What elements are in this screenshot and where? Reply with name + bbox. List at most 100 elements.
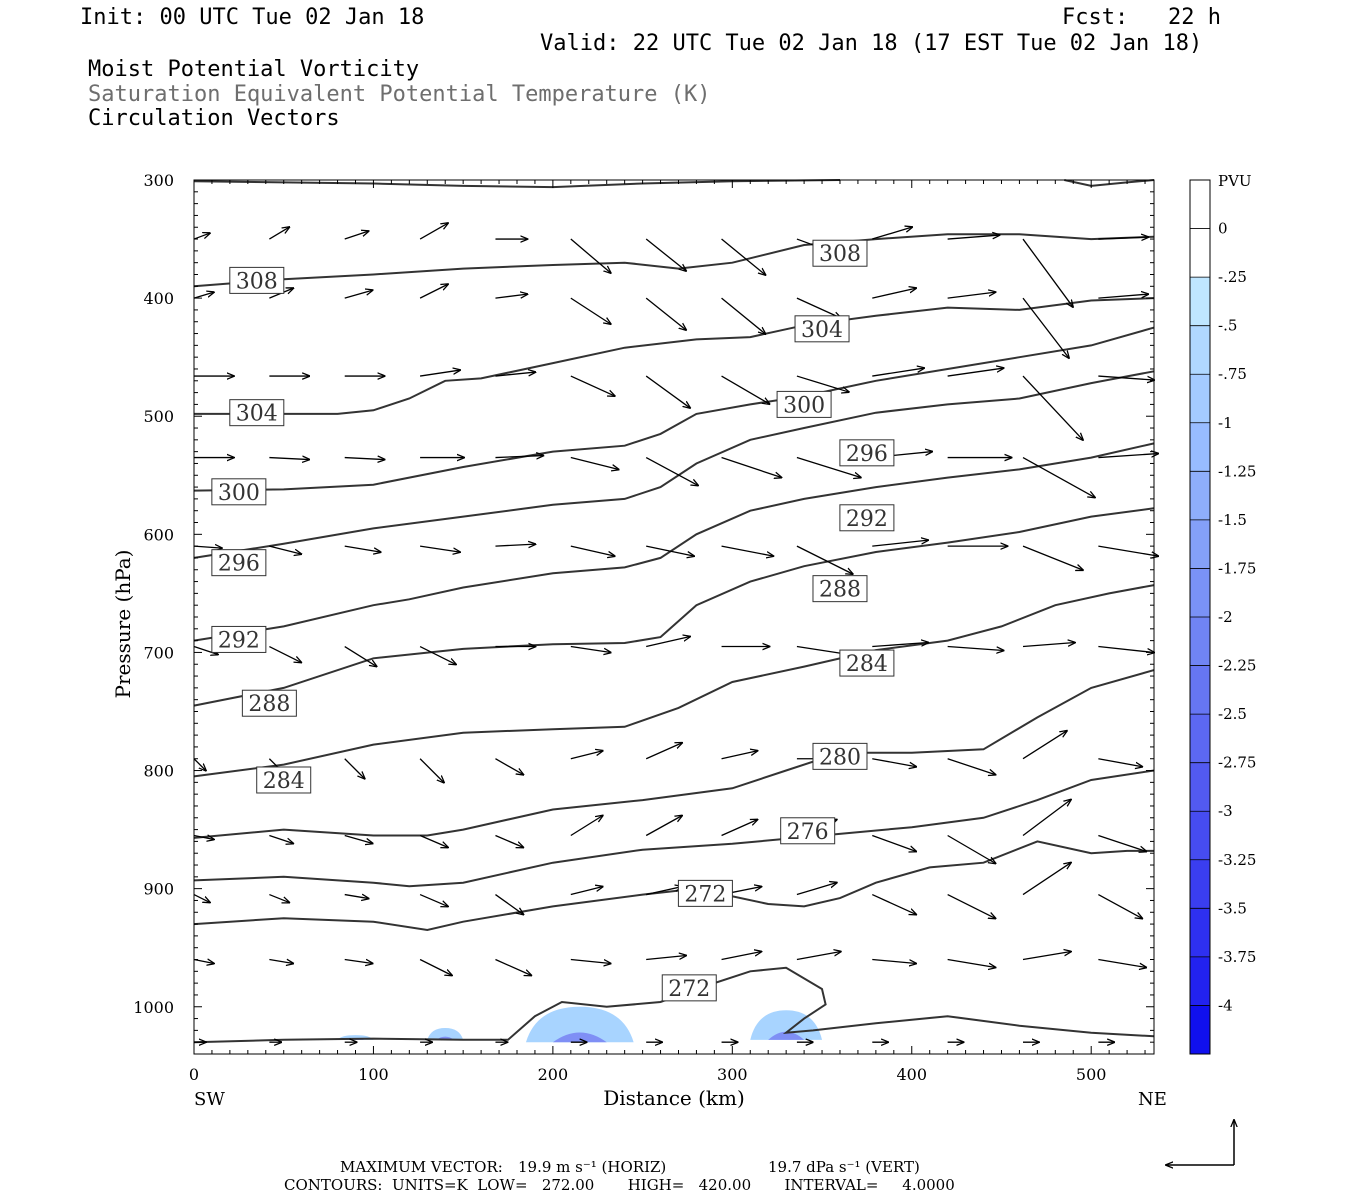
circulation-vector xyxy=(1098,758,1142,767)
circulation-vector xyxy=(872,227,912,240)
circulation-vector xyxy=(419,958,452,976)
circulation-vector xyxy=(495,544,535,546)
colorbar-tick-label: -2 xyxy=(1218,608,1233,626)
circulation-vector xyxy=(947,758,996,775)
circulation-vector xyxy=(344,458,385,460)
circulation-vector xyxy=(646,637,690,648)
circulation-vector xyxy=(721,952,762,961)
circulation-vector xyxy=(1022,731,1067,760)
circulation-vector xyxy=(269,227,289,240)
circulation-vector xyxy=(947,893,996,919)
colorbar-swatch xyxy=(1190,956,1210,1006)
pv-region-inner xyxy=(552,1032,607,1043)
contour-label: 304 xyxy=(236,402,278,427)
circulation-vector xyxy=(495,294,527,299)
colorbar-swatch xyxy=(1190,228,1210,278)
y-tick-label: 800 xyxy=(143,762,174,781)
circulation-vector xyxy=(570,751,603,760)
colorbar-tick-label: -3.5 xyxy=(1218,899,1247,917)
theta-contour xyxy=(193,769,1155,888)
circulation-vector xyxy=(570,297,611,324)
circulation-vector xyxy=(1022,375,1083,440)
x-tick-label: 500 xyxy=(1076,1065,1107,1084)
colorbar-swatch xyxy=(1190,180,1210,230)
circulation-vector xyxy=(269,960,293,964)
contour-label-box xyxy=(661,974,717,1002)
colorbar-swatch xyxy=(1190,374,1210,424)
circulation-vector xyxy=(721,820,758,837)
circulation-vector xyxy=(344,960,373,964)
contour-label-box xyxy=(839,649,895,677)
circulation-vector xyxy=(645,816,682,837)
contour-label-box xyxy=(839,439,895,467)
colorbar-swatch xyxy=(1190,471,1210,521)
contour-label: 300 xyxy=(218,481,260,506)
contour-label: 288 xyxy=(819,578,861,603)
x-axis-title: Distance (km) xyxy=(603,1086,745,1110)
theta-contour xyxy=(193,966,1155,1044)
colorbar-swatch xyxy=(1190,422,1210,472)
circulation-vector xyxy=(344,895,369,899)
circulation-vector xyxy=(344,545,381,552)
theta-contour xyxy=(1064,179,1155,187)
colorbar-tick-label: -1.75 xyxy=(1218,559,1256,577)
forecast-hour: Fcst: 22 h xyxy=(1062,5,1221,30)
circulation-vector xyxy=(1022,456,1095,498)
circulation-vector xyxy=(419,284,448,299)
contour-label-box xyxy=(794,315,850,343)
circulation-vector xyxy=(570,375,615,396)
circulation-vector xyxy=(344,290,373,299)
contour-label: 308 xyxy=(819,242,861,267)
colorbar-tick-label: -1 xyxy=(1218,414,1233,432)
circulation-vector xyxy=(796,375,849,392)
contour-label: 272 xyxy=(684,882,726,907)
circulation-vector xyxy=(570,816,603,837)
circulation-vector xyxy=(721,238,766,275)
y-tick-label: 500 xyxy=(143,407,174,426)
theta-contour xyxy=(193,326,1155,492)
circulation-vector xyxy=(947,292,996,299)
circulation-vector xyxy=(495,372,535,377)
x-tick-label: 400 xyxy=(896,1065,927,1084)
colorbar-swatch xyxy=(1190,568,1210,618)
circulation-vector xyxy=(570,545,615,556)
circulation-vector xyxy=(721,456,782,478)
circulation-vector xyxy=(646,956,686,961)
circulation-vector xyxy=(419,645,456,665)
circulation-vector xyxy=(872,958,916,964)
contour-label-box xyxy=(839,504,895,532)
circulation-vector xyxy=(796,883,837,896)
pv-region-outer xyxy=(427,1028,464,1040)
circulation-vector xyxy=(947,958,996,968)
contour-label: 300 xyxy=(783,393,825,418)
axis-ticks: 300 400 500 600 700 800 900 1000 0 100 200 300 400 50… xyxy=(133,171,1154,1084)
circulation-vector xyxy=(269,645,301,663)
circulation-vector xyxy=(419,893,448,907)
circulation-vector xyxy=(872,540,928,547)
contour-label-box xyxy=(211,625,267,653)
circulation-vector xyxy=(344,231,369,240)
circulation-vector xyxy=(947,235,1000,240)
contour-label-box xyxy=(241,689,297,717)
x-tick-label: 200 xyxy=(538,1065,569,1084)
circulation-vector xyxy=(570,645,611,653)
pv-region-inner xyxy=(768,1031,805,1040)
colorbar-tick-label: -3.75 xyxy=(1218,948,1256,966)
circulation-vector xyxy=(1022,952,1071,961)
colorbar-swatch xyxy=(1190,277,1210,327)
circulation-vector xyxy=(193,292,214,299)
circulation-vector xyxy=(495,834,523,848)
contour-label: 272 xyxy=(668,977,710,1002)
contour-label: 288 xyxy=(248,692,290,717)
contour-label-box xyxy=(812,575,868,603)
colorbar-swatch xyxy=(1190,1005,1210,1055)
circulation-vector xyxy=(495,456,543,458)
circulation-vector xyxy=(796,456,861,478)
theta-contour xyxy=(193,233,1155,288)
colorbar-tick-label: -4 xyxy=(1218,996,1233,1014)
ne-label: NE xyxy=(1138,1089,1167,1110)
circulation-vector xyxy=(872,758,916,767)
contour-label: 284 xyxy=(263,769,305,794)
colorbar-swatch xyxy=(1190,762,1210,812)
circulation-vector xyxy=(872,368,924,377)
